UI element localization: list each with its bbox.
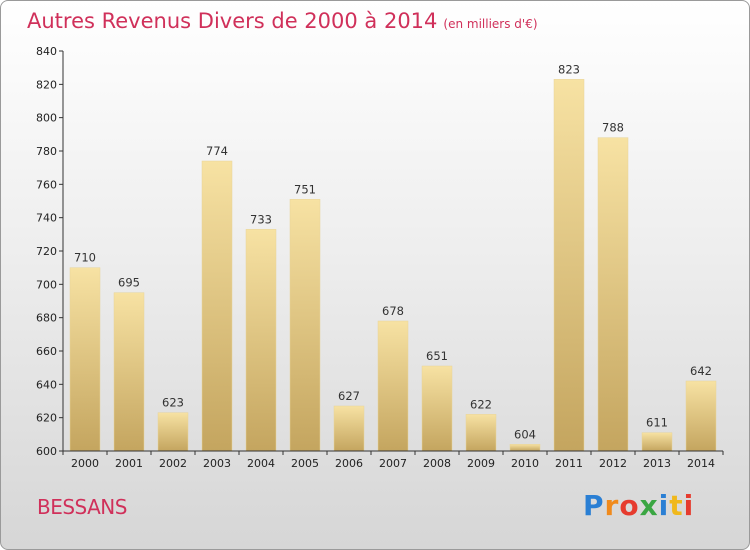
bars: 710 695 623 774 733 751 627 678 651 622 604 823 788 6… (69, 62, 717, 452)
bar (641, 432, 673, 452)
y-tick-label: 840 (36, 45, 57, 58)
bar-value-label: 627 (338, 389, 360, 403)
x-tick-label: 2011 (555, 457, 583, 470)
y-tick-label: 820 (36, 78, 57, 91)
x-tick-label: 2005 (291, 457, 319, 470)
chart-title: Autres Revenus Divers de 2000 à 2014 (en … (27, 9, 538, 33)
bar-value-label: 622 (470, 397, 492, 411)
bar-value-label: 642 (690, 364, 712, 378)
bar-value-label: 604 (514, 427, 536, 441)
x-axis: 2000 2001 2002 2003 2004 2005 2006 2007 2008 2009… (62, 450, 724, 470)
y-tick-label: 720 (36, 245, 57, 258)
y-tick-label: 600 (36, 445, 57, 458)
x-tick-label: 2002 (159, 457, 187, 470)
x-tick-label: 2006 (335, 457, 363, 470)
x-tick-label: 2009 (467, 457, 495, 470)
x-tick-label: 2004 (247, 457, 275, 470)
y-tick-label: 800 (36, 112, 57, 125)
bar (421, 365, 453, 452)
bar (597, 137, 629, 452)
bar-value-label: 651 (426, 349, 448, 363)
bar-value-label: 710 (74, 251, 96, 265)
bar (157, 412, 189, 452)
x-tick-label: 2012 (599, 457, 627, 470)
y-tick-label: 660 (36, 345, 57, 358)
y-axis: 600 620 640 660 680 700 720 740 760 780 800 820 840 (36, 45, 64, 458)
logo-letter: i (658, 489, 670, 522)
y-tick-label: 740 (36, 212, 57, 225)
x-tick-label: 2014 (687, 457, 715, 470)
logo-letter: o (619, 489, 640, 522)
y-tick-label: 760 (36, 178, 57, 191)
bar-value-label: 678 (382, 304, 404, 318)
title-text: Autres Revenus Divers de 2000 à 2014 (27, 9, 438, 33)
bar (685, 380, 717, 452)
bar-value-label: 611 (646, 416, 668, 430)
bar (553, 79, 585, 452)
bar (289, 199, 321, 452)
y-tick-label: 620 (36, 412, 57, 425)
logo-letter: t (669, 489, 684, 522)
bar-value-label: 751 (294, 182, 316, 196)
bar-value-label: 823 (558, 62, 580, 76)
x-tick-label: 2007 (379, 457, 407, 470)
bar-value-label: 774 (206, 144, 228, 158)
y-tick-label: 640 (36, 378, 57, 391)
x-tick-label: 2010 (511, 457, 539, 470)
x-tick-label: 2000 (71, 457, 99, 470)
logo-letter: i (683, 489, 695, 522)
commune-name: BESSANS (37, 495, 127, 519)
title-unit: (en milliers d'€) (443, 17, 538, 31)
proxiti-logo: Proxiti (583, 489, 694, 522)
bar (69, 267, 101, 452)
y-tick-label: 780 (36, 145, 57, 158)
bar (333, 405, 365, 452)
x-tick-label: 2001 (115, 457, 143, 470)
bar (509, 444, 541, 452)
bar (377, 320, 409, 452)
bar (201, 160, 233, 452)
y-tick-label: 700 (36, 278, 57, 291)
logo-letter: r (604, 489, 620, 522)
logo-letter: x (639, 489, 659, 522)
x-tick-label: 2013 (643, 457, 671, 470)
bar-value-label: 733 (250, 212, 272, 226)
x-tick-label: 2003 (203, 457, 231, 470)
bar (113, 292, 145, 452)
x-tick-label: 2008 (423, 457, 451, 470)
bar-value-label: 623 (162, 396, 184, 410)
y-tick-label: 680 (36, 312, 57, 325)
bar-value-label: 788 (602, 121, 624, 135)
bar (245, 229, 277, 452)
bar (465, 414, 497, 452)
logo-letter: P (583, 489, 605, 522)
bar-value-label: 695 (118, 276, 140, 290)
